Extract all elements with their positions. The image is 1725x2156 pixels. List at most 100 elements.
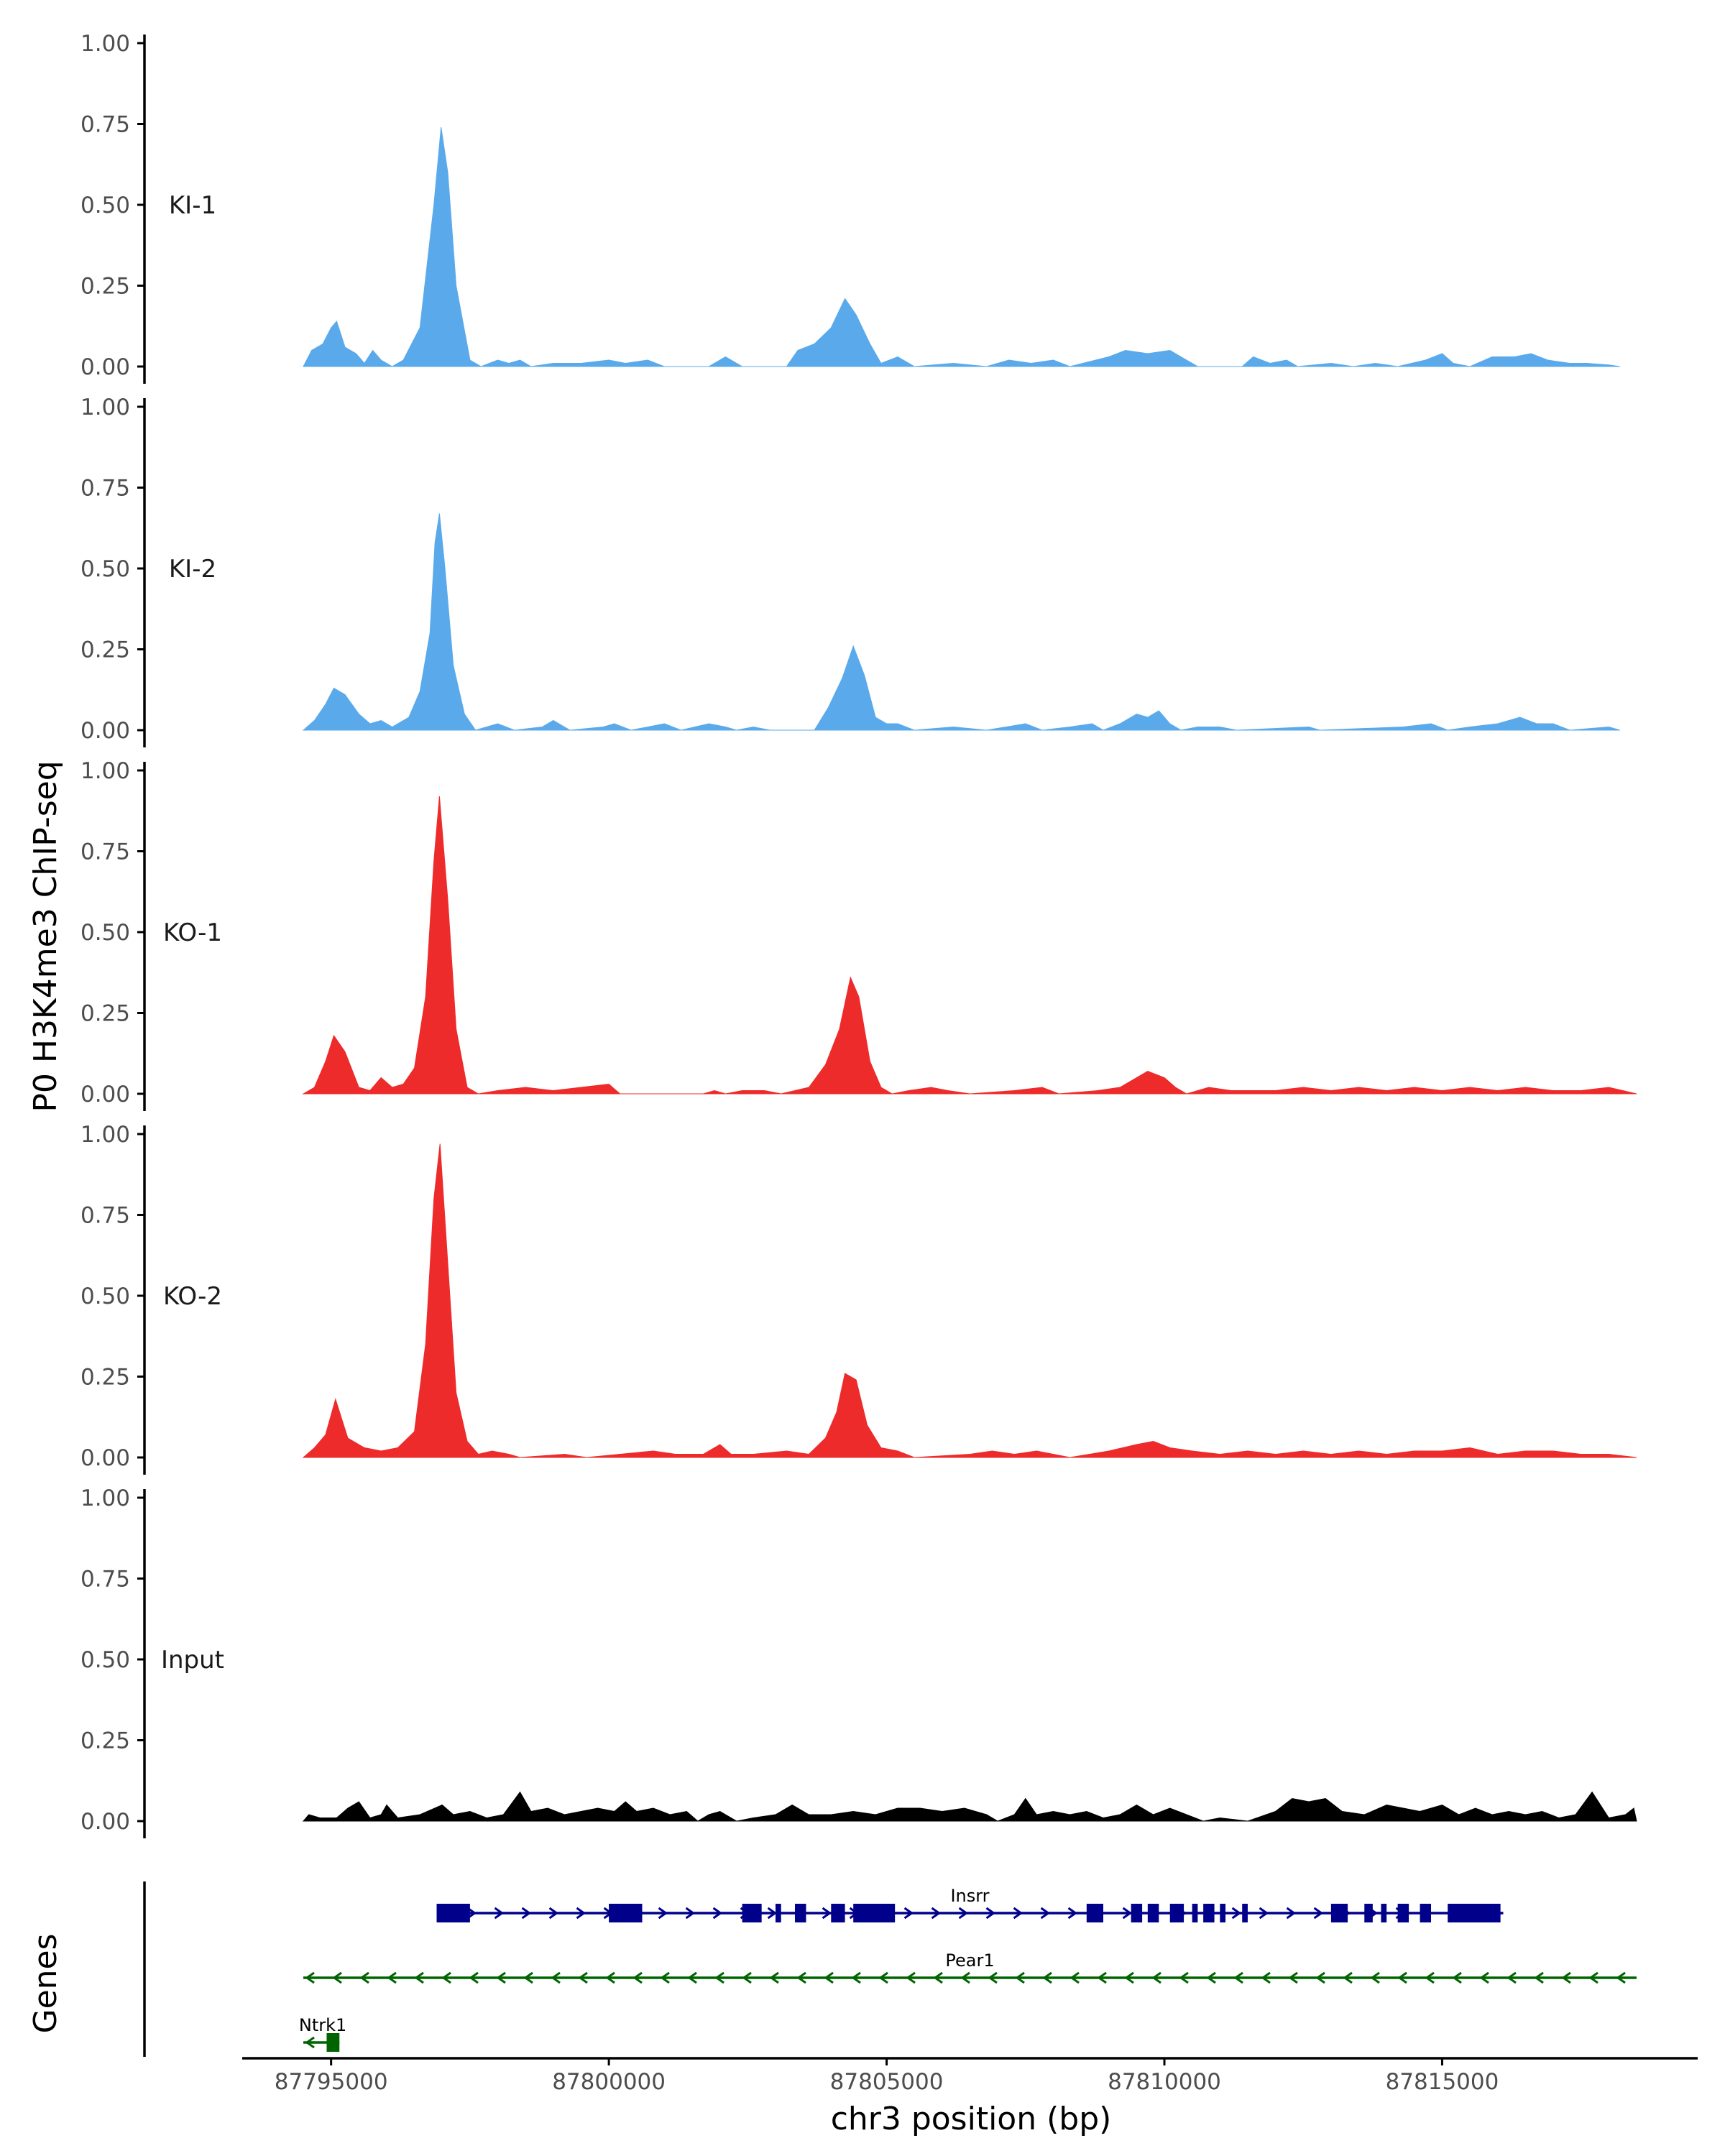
gene-label: Insrr bbox=[950, 1886, 989, 1906]
exon-block bbox=[1203, 1904, 1215, 1922]
exon-block bbox=[436, 1904, 470, 1922]
track-label: Input bbox=[161, 1646, 224, 1674]
strand-arrow bbox=[521, 1907, 532, 1920]
y-tick-label: 0.75 bbox=[80, 839, 130, 865]
track-ko-2: 0.00 0.25 0.50 0.75 1.00 KO-2 bbox=[80, 1122, 1637, 1475]
exon-block bbox=[742, 1904, 762, 1922]
y-tick-label: 0.25 bbox=[80, 1728, 130, 1754]
strand-arrow bbox=[714, 1971, 724, 1984]
y-tick-label: 0.50 bbox=[80, 1647, 130, 1673]
exon-block bbox=[1330, 1904, 1348, 1922]
y-tick-label: 1.00 bbox=[80, 1485, 130, 1511]
y-tick-label: 1.00 bbox=[80, 758, 130, 784]
strand-arrow bbox=[632, 1971, 643, 1984]
gene-ntrk1: Ntrk1 bbox=[299, 2015, 346, 2052]
strand-arrow bbox=[985, 1907, 996, 1920]
strand-arrow bbox=[660, 1971, 670, 1984]
coverage-area-input bbox=[302, 1791, 1637, 1822]
strand-arrow bbox=[1259, 1907, 1269, 1920]
strand-arrow bbox=[523, 1971, 533, 1984]
strand-arrow bbox=[469, 1971, 479, 1984]
strand-arrow bbox=[305, 2036, 315, 2049]
strand-arrow bbox=[414, 1971, 424, 1984]
exon-block bbox=[1242, 1904, 1248, 1922]
track-ko-1: 0.00 0.25 0.50 0.75 1.00 KO-1 bbox=[80, 758, 1637, 1111]
strand-arrow bbox=[496, 1971, 506, 1984]
strand-arrow bbox=[1506, 1971, 1517, 1984]
strand-arrow bbox=[387, 1971, 397, 1984]
gene-pear1: Pear1 bbox=[303, 1950, 1637, 1984]
track-label: KI-1 bbox=[169, 191, 216, 220]
exon-block bbox=[326, 2033, 340, 2052]
exon-block bbox=[1131, 1904, 1143, 1922]
y-tick-label: 1.00 bbox=[80, 395, 130, 420]
strand-arrow bbox=[906, 1971, 916, 1984]
x-tick-label: 87795000 bbox=[275, 2069, 388, 2095]
y-tick-label: 0.00 bbox=[80, 1445, 130, 1471]
strand-arrow bbox=[1534, 1971, 1544, 1984]
gene-label: Pear1 bbox=[945, 1950, 994, 1971]
x-tick-label: 87800000 bbox=[552, 2069, 666, 2095]
strand-arrow bbox=[1070, 1971, 1080, 1984]
strand-arrow bbox=[1616, 1971, 1626, 1984]
strand-arrow bbox=[958, 1907, 969, 1920]
y-tick-label: 0.50 bbox=[80, 556, 130, 582]
strand-arrow bbox=[1231, 1907, 1242, 1920]
coverage-area-ki-2 bbox=[302, 513, 1620, 731]
y-tick-label: 0.50 bbox=[80, 193, 130, 218]
y-tick-label: 0.75 bbox=[80, 1203, 130, 1229]
strand-arrow bbox=[1179, 1971, 1189, 1984]
coverage-area-ki-1 bbox=[303, 126, 1620, 367]
strand-arrow bbox=[576, 1907, 586, 1920]
strand-arrow bbox=[658, 1907, 668, 1920]
track-label: KI-2 bbox=[169, 555, 216, 584]
strand-arrow bbox=[1261, 1971, 1271, 1984]
exon-block bbox=[775, 1904, 781, 1922]
y-tick-label: 0.25 bbox=[80, 1365, 130, 1391]
y-tick-label: 1.00 bbox=[80, 31, 130, 57]
strand-arrow bbox=[359, 1971, 369, 1984]
strand-arrow bbox=[1425, 1971, 1435, 1984]
x-tick-label: 87815000 bbox=[1386, 2069, 1499, 2095]
genes-panel-title: Genes bbox=[27, 1933, 64, 2033]
strand-arrow bbox=[1015, 1971, 1025, 1984]
strand-arrow bbox=[851, 1971, 861, 1984]
strand-arrow bbox=[1124, 1971, 1134, 1984]
y-axis-title: P0 H3K4me3 ChIP-seq bbox=[27, 760, 64, 1112]
y-tick-label: 0.50 bbox=[80, 1284, 130, 1309]
gene-annotation-panel: Insrr Pear1 Ntrk1 bbox=[143, 1881, 1637, 2057]
strand-arrow bbox=[1233, 1971, 1243, 1984]
strand-arrow bbox=[1370, 1971, 1380, 1984]
strand-arrow bbox=[767, 1907, 778, 1920]
strand-arrow bbox=[769, 1971, 779, 1984]
track-ki-1: 0.00 0.25 0.50 0.75 1.00 KI-1 bbox=[80, 31, 1620, 384]
strand-arrow bbox=[1479, 1971, 1489, 1984]
x-axis: 87795000 87800000 87805000 87810000 87815000 bbox=[242, 2057, 1698, 2095]
strand-arrow bbox=[441, 1971, 451, 1984]
strand-arrow bbox=[305, 1971, 315, 1984]
strand-arrow bbox=[1452, 1971, 1462, 1984]
strand-arrow bbox=[1343, 1971, 1353, 1984]
track-input: 0.00 0.25 0.50 0.75 1.00 Input bbox=[80, 1485, 1637, 1838]
exon-block bbox=[1220, 1904, 1226, 1922]
strand-arrow bbox=[685, 1907, 696, 1920]
gene-insrr: Insrr bbox=[436, 1886, 1504, 1922]
y-tick-label: 0.75 bbox=[80, 112, 130, 138]
strand-arrow bbox=[960, 1971, 970, 1984]
y-tick-label: 0.00 bbox=[80, 1809, 130, 1835]
y-tick-label: 0.50 bbox=[80, 920, 130, 946]
strand-arrow bbox=[687, 1971, 697, 1984]
exon-block bbox=[1147, 1904, 1159, 1922]
track-label: KO-1 bbox=[163, 918, 222, 947]
strand-arrow bbox=[1286, 1907, 1297, 1920]
strand-arrow bbox=[933, 1971, 943, 1984]
coverage-area-ko-2 bbox=[302, 1143, 1637, 1458]
exon-block bbox=[1381, 1904, 1387, 1922]
strand-arrow bbox=[1040, 1907, 1051, 1920]
exon-block bbox=[1364, 1904, 1373, 1922]
strand-arrow bbox=[551, 1971, 561, 1984]
x-tick-label: 87805000 bbox=[830, 2069, 944, 2095]
track-ki-2: 0.00 0.25 0.50 0.75 1.00 KI-2 bbox=[80, 395, 1620, 747]
y-tick-label: 0.75 bbox=[80, 476, 130, 502]
